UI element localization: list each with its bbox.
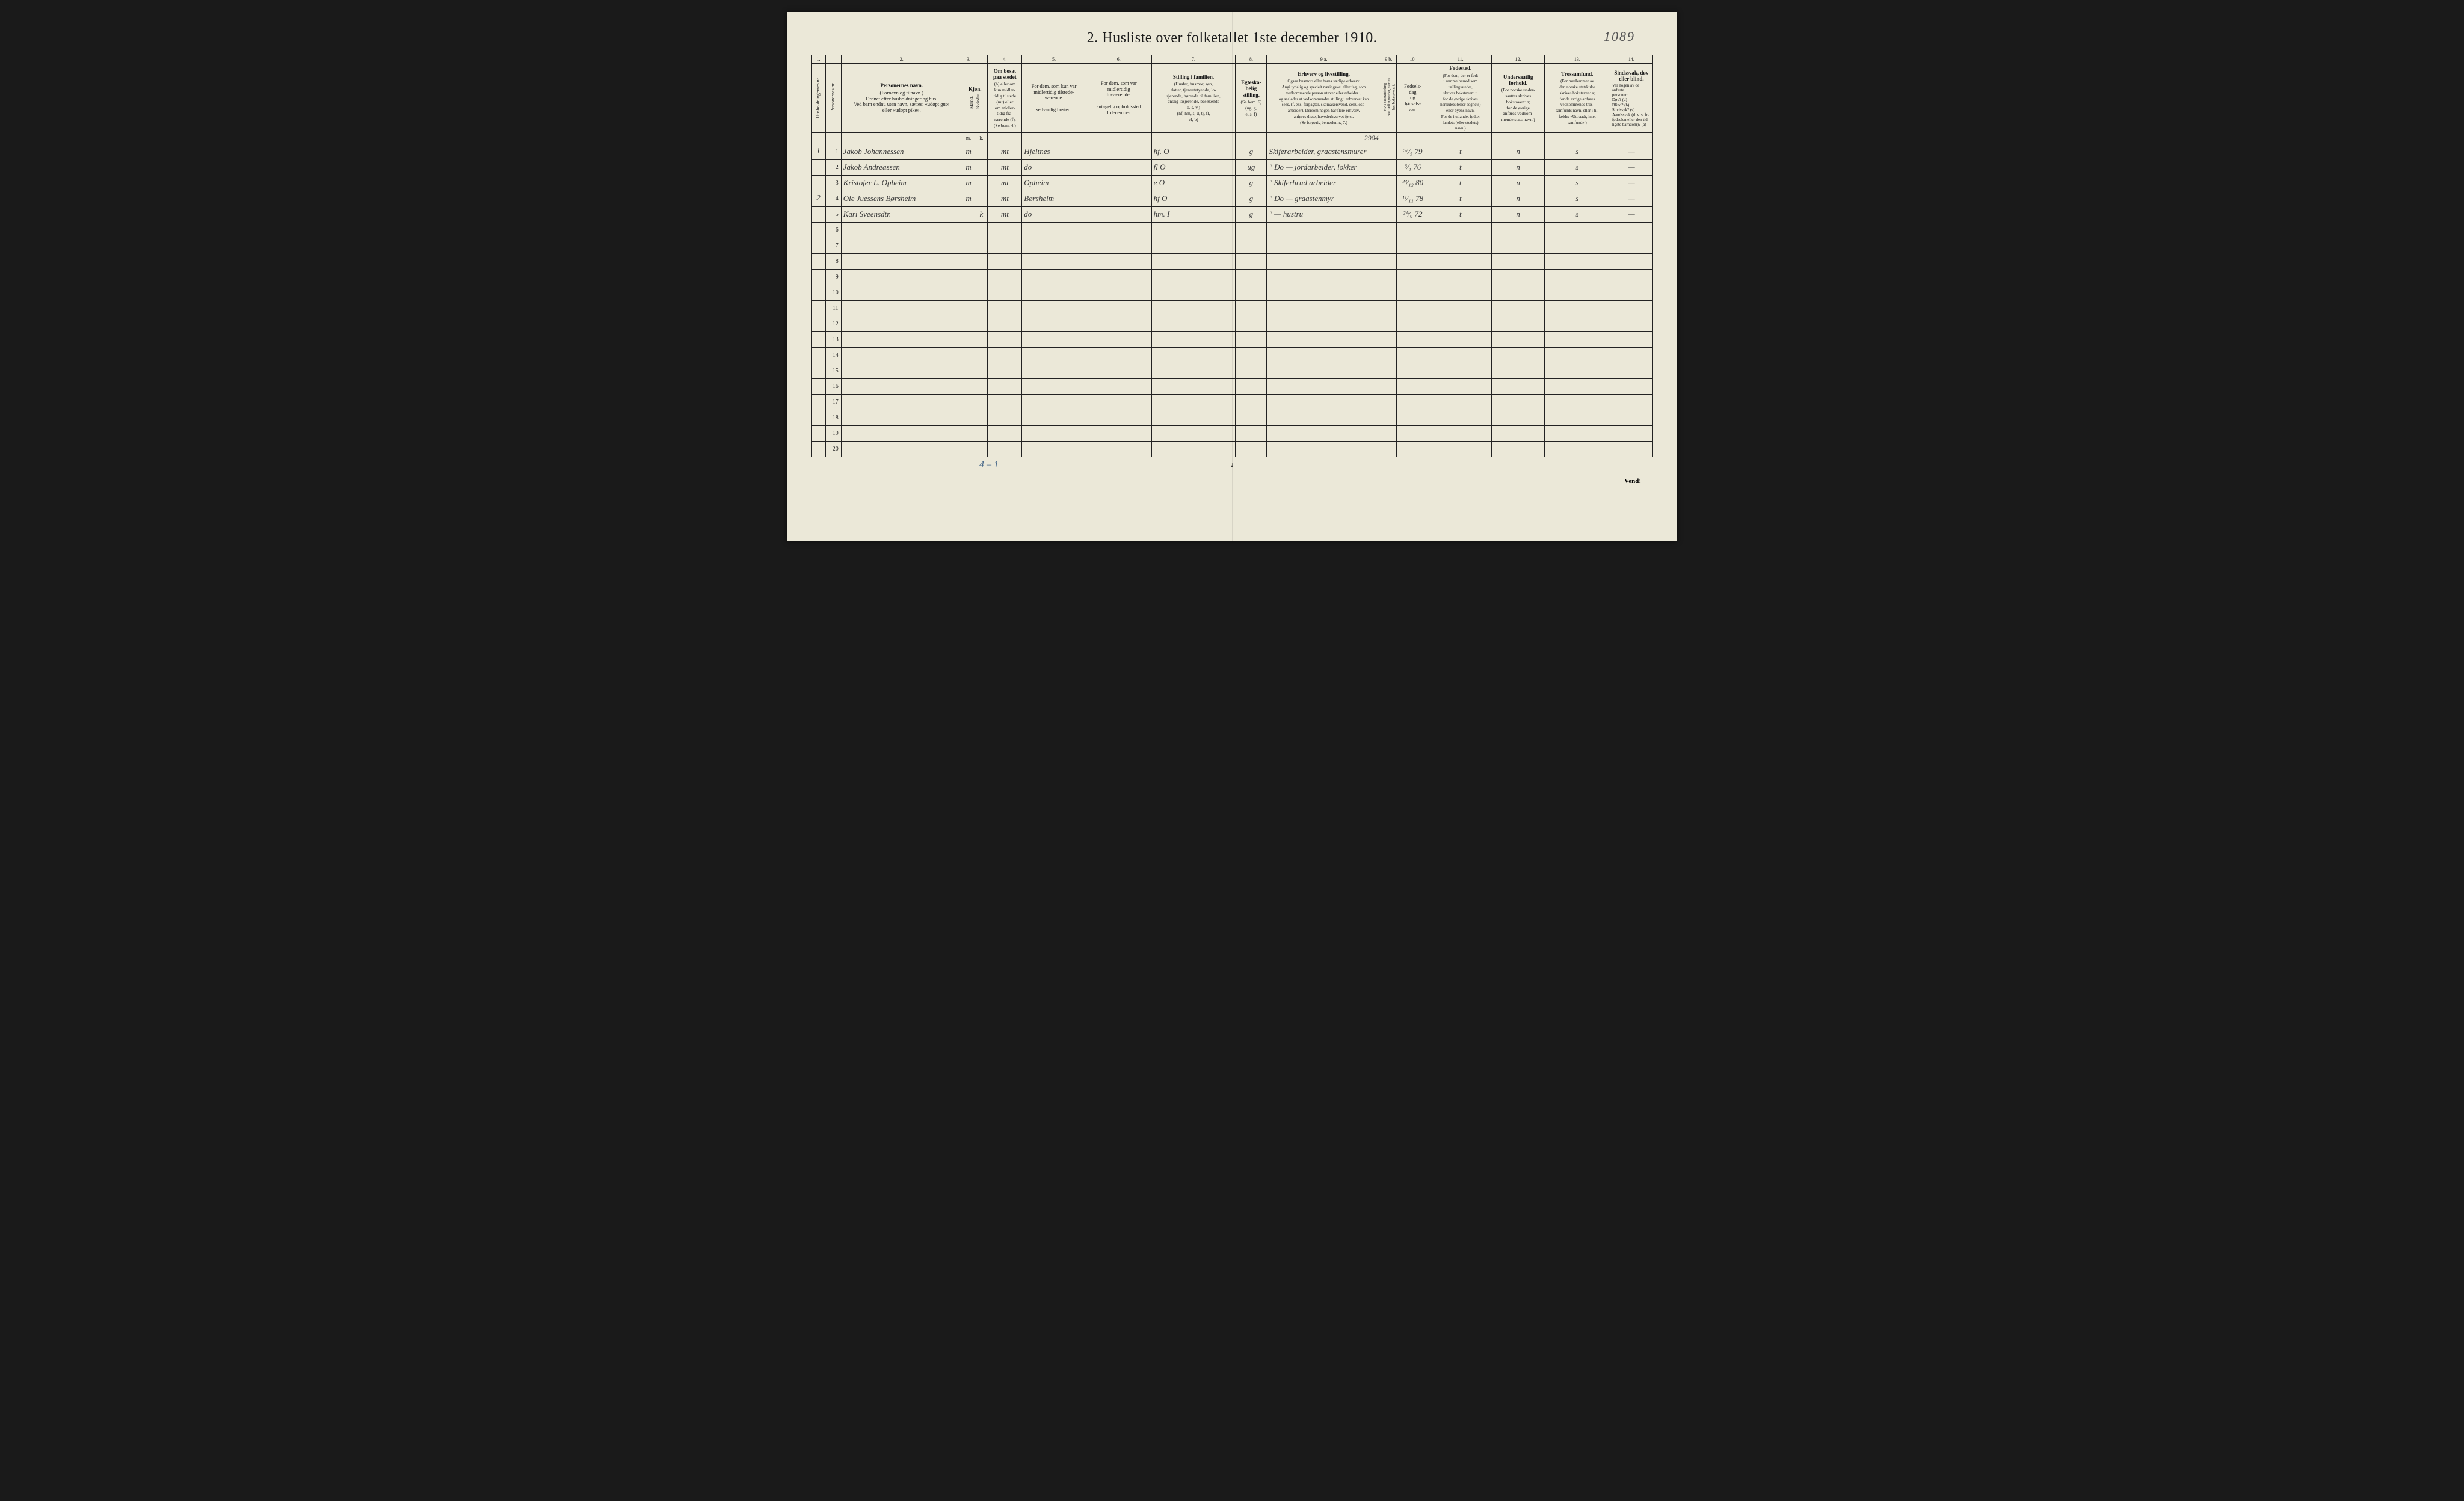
page-title: 2. Husliste over folketallet 1ste decemb…	[811, 30, 1653, 46]
table-row: 12	[812, 316, 1653, 331]
col-10-header: Fødsels- dag og fødsels- aar.	[1396, 64, 1429, 133]
colnum-2: 2.	[841, 55, 962, 64]
col-5-header: For dem, som kun var midlertidig tilsted…	[1022, 64, 1086, 133]
table-row: 15	[812, 363, 1653, 378]
footer-vend: Vend!	[811, 478, 1641, 485]
colnum-4	[975, 55, 988, 64]
col-7-header: Stilling i familien. (Husfar, husmor, sø…	[1151, 64, 1236, 133]
col-8-header: Egteska- belig stilling. (Se bem. 6) (ug…	[1236, 64, 1267, 133]
colnum-1	[825, 55, 841, 64]
table-row: 24Ole Juessens BørsheimmmtBørsheimhf Og"…	[812, 191, 1653, 206]
census-page: 1089 2. Husliste over folketallet 1ste d…	[787, 12, 1677, 541]
table-row: 14	[812, 347, 1653, 363]
census-table: 1.2.3.4.5.6.7.8.9 a.9 b.10.11.12.13.14. …	[811, 55, 1653, 457]
table-body: 11Jakob JohannessenmmtHjeltneshf. OgSkif…	[812, 144, 1653, 457]
col-6-header: For dem, som var midlertidig fraværende:…	[1086, 64, 1151, 133]
handwritten-page-number: 1089	[1604, 29, 1635, 45]
table-row: 18	[812, 410, 1653, 425]
col-9b-header: Hvis sidstafdeling paa tællingstedet, sæ…	[1381, 64, 1396, 133]
table-row: 9	[812, 269, 1653, 285]
colnum-9: 8.	[1236, 55, 1267, 64]
col-1b-header: Personernes nr.	[825, 64, 841, 133]
colnum-11: 9 b.	[1381, 55, 1396, 64]
colnum-12: 10.	[1396, 55, 1429, 64]
table-row: 13	[812, 331, 1653, 347]
colnum-16: 14.	[1610, 55, 1652, 64]
colnum-10: 9 a.	[1267, 55, 1381, 64]
colnum-15: 13.	[1544, 55, 1610, 64]
colnum-7: 6.	[1086, 55, 1151, 64]
header-note-9a: 2904	[1267, 133, 1381, 144]
table-row: 8	[812, 253, 1653, 269]
col-4-header: Om bosat paa stedet (b) eller om kun mid…	[988, 64, 1022, 133]
table-header: 1.2.3.4.5.6.7.8.9 a.9 b.10.11.12.13.14. …	[812, 55, 1653, 144]
footer-page-number: 2	[811, 462, 1653, 468]
col-3-m: m.	[962, 133, 975, 144]
colnum-3: 3.	[962, 55, 975, 64]
col-14-header: Sindssvak, døv eller blind. Var nogen av…	[1610, 64, 1652, 133]
table-row: 5Kari Sveensdtr.kmtdohm. Ig" — hustru²⁰∕…	[812, 206, 1653, 222]
colnum-6: 5.	[1022, 55, 1086, 64]
table-row: 16	[812, 378, 1653, 394]
table-row: 2Jakob Andreassenmmtdofl Oug" Do — jorda…	[812, 159, 1653, 175]
table-row: 11Jakob JohannessenmmtHjeltneshf. OgSkif…	[812, 144, 1653, 159]
table-row: 19	[812, 425, 1653, 441]
colnum-14: 12.	[1492, 55, 1545, 64]
colnum-0: 1.	[812, 55, 826, 64]
table-row: 3Kristofer L. OpheimmmtOpheime Og" Skife…	[812, 175, 1653, 191]
table-row: 11	[812, 300, 1653, 316]
table-row: 7	[812, 238, 1653, 253]
table-row: 10	[812, 285, 1653, 300]
col-1-header: Husholdningernes nr.	[812, 64, 826, 133]
col-2-header: Personernes navn. (Fornavn og tilnavn.) …	[841, 64, 962, 133]
col-3-k: k.	[975, 133, 988, 144]
colnum-5: 4.	[988, 55, 1022, 64]
colnum-13: 11.	[1429, 55, 1492, 64]
col-13-header: Trossamfund. (For medlemmer av den norsk…	[1544, 64, 1610, 133]
col-3-header: Kjøn. Mænd. Kvinder.	[962, 64, 988, 133]
table-row: 6	[812, 222, 1653, 238]
col-9a-header: Erhverv og livsstilling. Ogsaa husmors e…	[1267, 64, 1381, 133]
table-row: 20	[812, 441, 1653, 457]
table-row: 17	[812, 394, 1653, 410]
col-12-header: Undersaatlig forhold. (For norske under-…	[1492, 64, 1545, 133]
col-11-header: Fødested. (For dem, der er født i samme …	[1429, 64, 1492, 133]
colnum-8: 7.	[1151, 55, 1236, 64]
